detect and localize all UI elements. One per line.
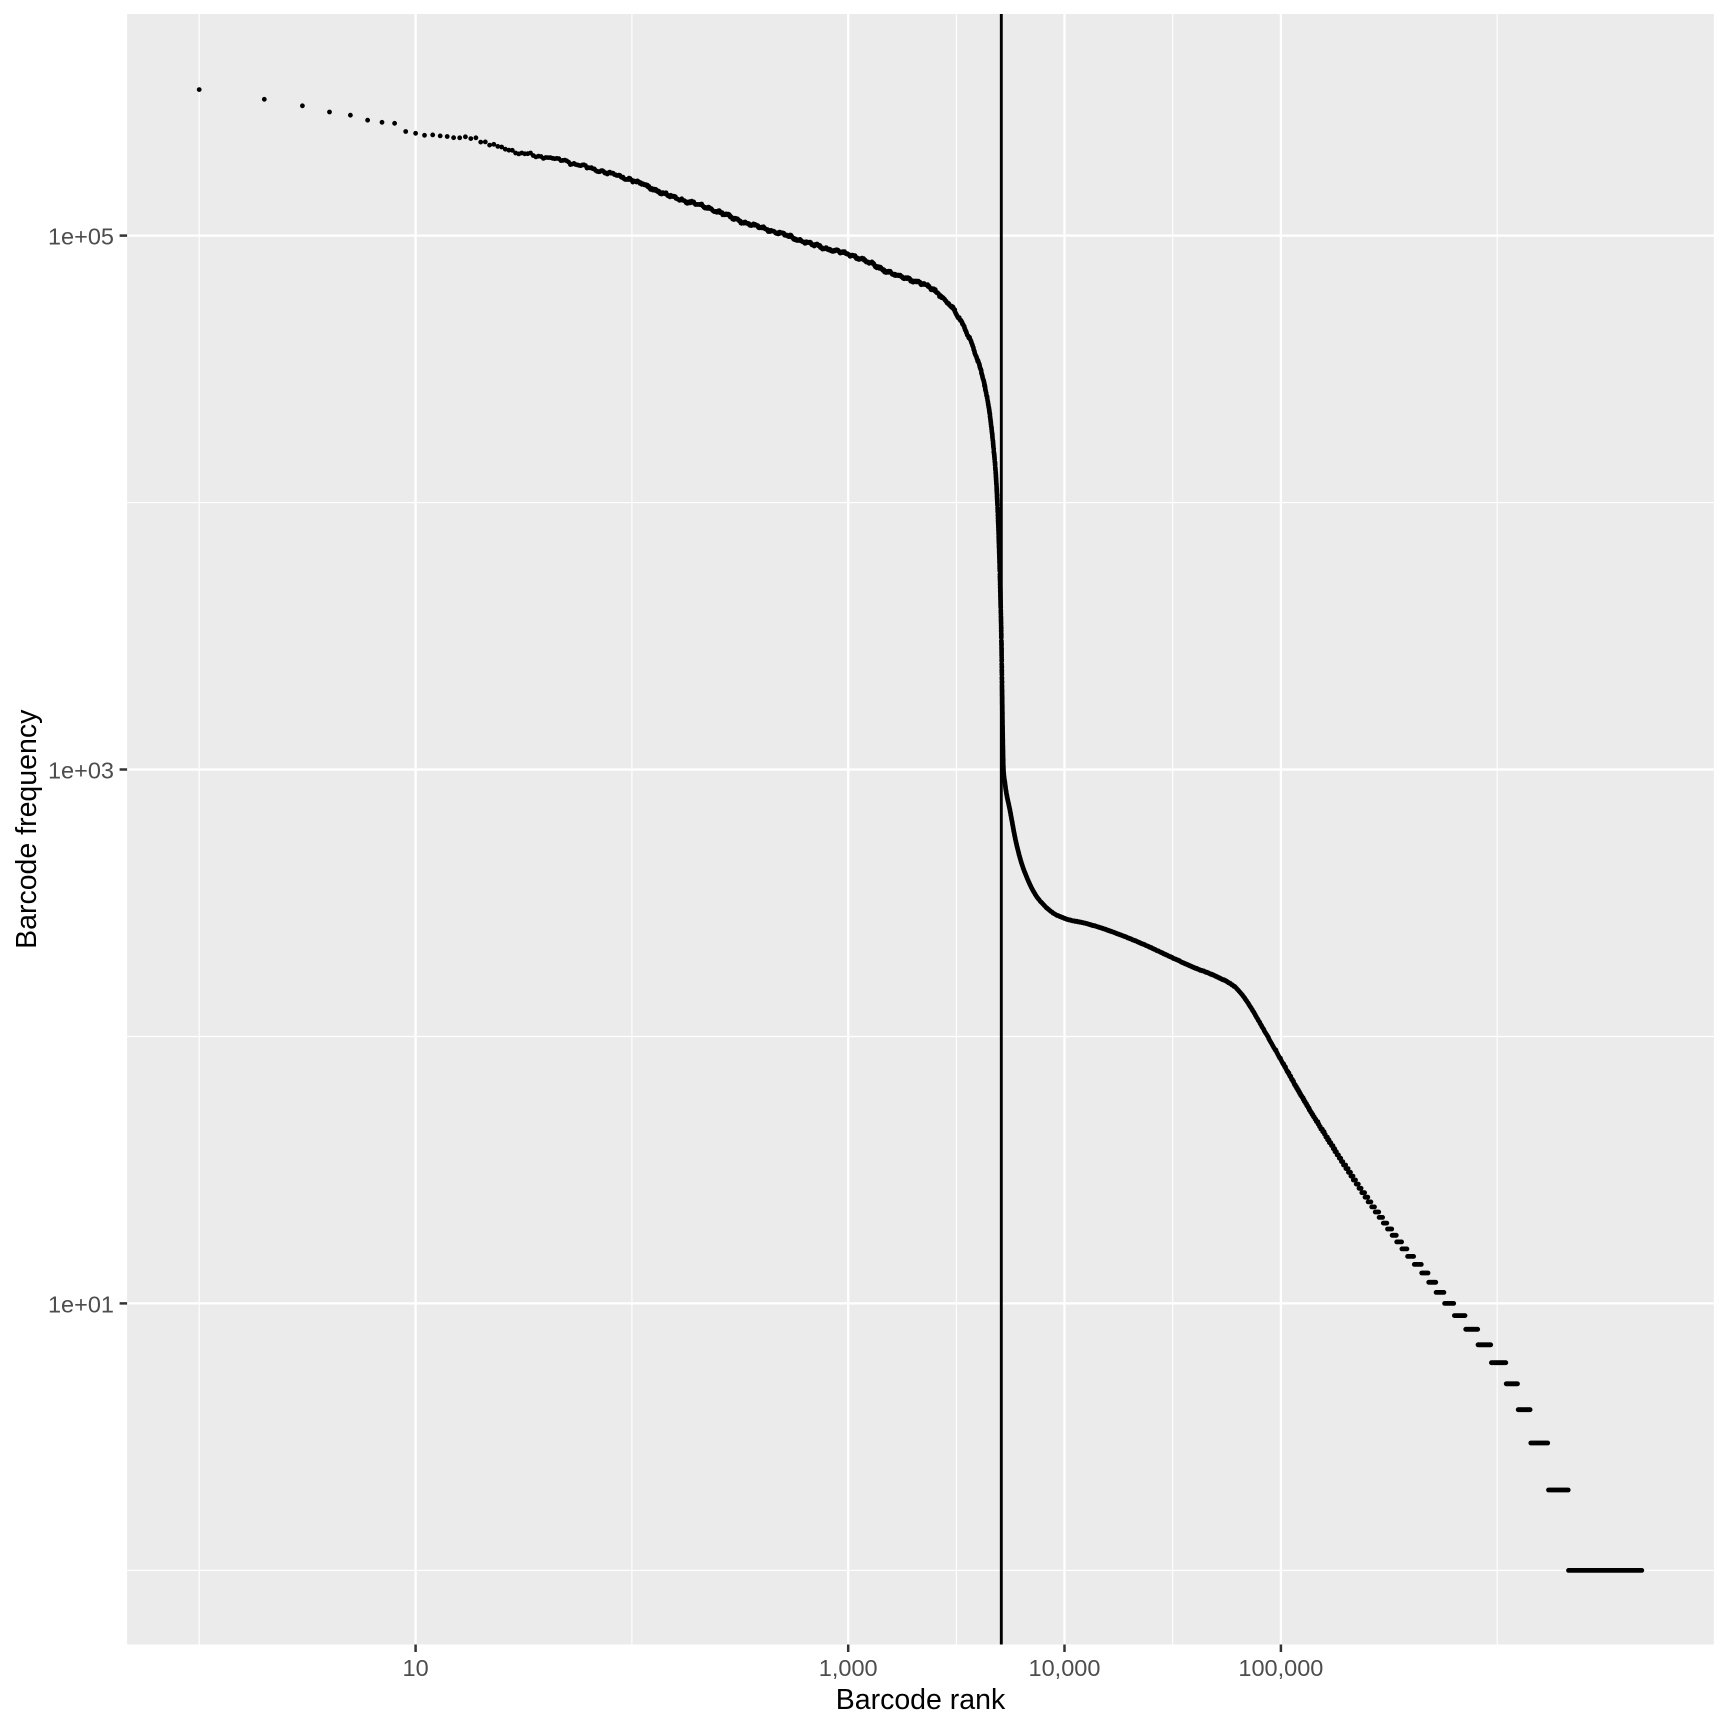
- x-tick-label: 10: [403, 1655, 429, 1681]
- x-tick-label: 10,000: [1029, 1655, 1101, 1681]
- x-tick-label: 1,000: [819, 1655, 878, 1681]
- x-axis-ticks: [414, 1644, 1283, 1652]
- x-axis-tick-labels: 10 1,000 10,000 100,000: [403, 1655, 1324, 1681]
- y-tick-label: 1e+05: [48, 224, 114, 250]
- y-tick-label: 1e+03: [48, 758, 114, 784]
- x-tick-label: 100,000: [1238, 1655, 1323, 1681]
- y-tick-label: 1e+01: [48, 1291, 114, 1317]
- grid-major: [127, 14, 1714, 1645]
- y-axis-ticks: [119, 234, 128, 1305]
- y-axis-title: Barcode frequency: [11, 709, 43, 949]
- x-axis-title: Barcode rank: [836, 1684, 1006, 1716]
- grid-minor: [127, 14, 1714, 1645]
- panel-background: [127, 14, 1714, 1645]
- y-axis-tick-labels: 1e+05 1e+03 1e+01: [48, 224, 114, 1318]
